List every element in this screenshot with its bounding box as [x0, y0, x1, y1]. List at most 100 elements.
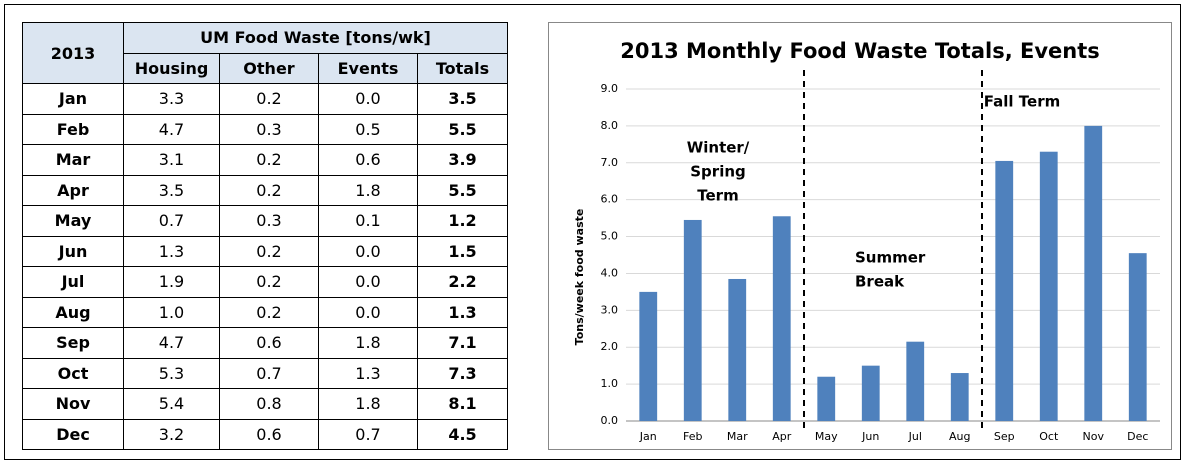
- y-tick-label: 2.0: [601, 340, 619, 353]
- table-row: Jun 1.3 0.2 0.0 1.5: [22, 235, 508, 267]
- x-tick-label: Jul: [908, 430, 922, 443]
- table-cell: 0.6: [318, 144, 418, 176]
- y-tick-label: 6.0: [601, 193, 619, 206]
- table-cell: 5.3: [123, 357, 220, 389]
- column-header: Events: [318, 52, 418, 84]
- table-cell: Dec: [22, 418, 124, 450]
- table-cell: Feb: [22, 113, 124, 145]
- table-cell: 0.3: [219, 205, 319, 237]
- data-table: 2013 UM Food Waste [tons/wk] Housing Other…: [22, 22, 508, 450]
- table-cell: 3.5: [417, 83, 508, 115]
- frame: [4, 4, 1181, 460]
- group-header: UM Food Waste [tons/wk]: [123, 22, 508, 54]
- table-cell: 0.2: [219, 83, 319, 115]
- x-tick-label: May: [815, 430, 838, 443]
- y-axis-label: Tons/week food waste: [573, 209, 586, 346]
- table-cell: 0.2: [219, 174, 319, 206]
- table-cell: 0.6: [219, 418, 319, 450]
- table-cell: 1.5: [417, 235, 508, 267]
- table-cell: 0.3: [219, 113, 319, 145]
- table-cell: 3.3: [123, 83, 220, 115]
- table-cell: Aug: [22, 296, 124, 328]
- table-row: Feb 4.7 0.3 0.5 5.5: [22, 113, 508, 145]
- bar: [728, 278, 747, 421]
- y-tick-label: 8.0: [601, 119, 619, 132]
- table-cell: 1.8: [318, 388, 418, 420]
- y-tick-label: 7.0: [601, 156, 619, 169]
- table-cell: 3.9: [417, 144, 508, 176]
- y-tick-label: 3.0: [601, 303, 619, 316]
- table-cell: 7.1: [417, 327, 508, 359]
- table-cell: 1.2: [417, 205, 508, 237]
- table-cell: Sep: [22, 327, 124, 359]
- annotation: Break: [855, 273, 905, 291]
- x-tick-label: Dec: [1127, 430, 1148, 443]
- table-cell: 0.7: [123, 205, 220, 237]
- table-cell: Apr: [22, 174, 124, 206]
- table-cell: Jul: [22, 266, 124, 298]
- y-tick-label: 5.0: [601, 230, 619, 243]
- table-row: Sep 4.7 0.6 1.8 7.1: [22, 327, 508, 359]
- y-tick-label: 1.0: [601, 377, 619, 390]
- table-cell: 1.3: [318, 357, 418, 389]
- annotation: Fall Term: [984, 93, 1060, 111]
- table-cell: 0.2: [219, 296, 319, 328]
- bar: [861, 365, 880, 421]
- x-tick-label: Aug: [949, 430, 970, 443]
- x-tick-label: Mar: [727, 430, 748, 443]
- column-header: Totals: [417, 52, 508, 84]
- table-cell: 0.7: [219, 357, 319, 389]
- table-cell: 1.0: [123, 296, 220, 328]
- annotation: Spring: [690, 163, 746, 181]
- bar: [772, 216, 791, 421]
- table-row: Apr 3.5 0.2 1.8 5.5: [22, 174, 508, 206]
- table-cell: 0.0: [318, 83, 418, 115]
- table-cell: 2.2: [417, 266, 508, 298]
- table-cell: 8.1: [417, 388, 508, 420]
- table-cell: 5.5: [417, 174, 508, 206]
- table-row: Jul 1.9 0.2 0.0 2.2: [22, 266, 508, 298]
- x-tick-label: Jan: [639, 430, 657, 443]
- table-row: Nov 5.4 0.8 1.8 8.1: [22, 388, 508, 420]
- y-tick-label: 4.0: [601, 266, 619, 279]
- annotation: Summer: [855, 249, 926, 267]
- table-row: Dec 3.2 0.6 0.7 4.5: [22, 418, 508, 450]
- table-cell: 1.8: [318, 327, 418, 359]
- bar: [1039, 151, 1058, 421]
- bar: [1084, 125, 1103, 421]
- x-tick-label: Jun: [861, 430, 879, 443]
- x-tick-label: Sep: [994, 430, 1015, 443]
- x-tick-label: Oct: [1039, 430, 1059, 443]
- table-row: Jan 3.3 0.2 0.0 3.5: [22, 83, 508, 115]
- table-cell: 1.3: [417, 296, 508, 328]
- table-cell: 7.3: [417, 357, 508, 389]
- bar: [1128, 253, 1147, 421]
- table-row: Oct 5.3 0.7 1.3 7.3: [22, 357, 508, 389]
- table-row: Aug 1.0 0.2 0.0 1.3: [22, 296, 508, 328]
- table-cell: 0.0: [318, 235, 418, 267]
- table-cell: 5.5: [417, 113, 508, 145]
- annotation: Term: [697, 187, 738, 205]
- table-cell: 5.4: [123, 388, 220, 420]
- column-header: Other: [219, 52, 319, 84]
- table-cell: 0.2: [219, 144, 319, 176]
- table-cell: 0.6: [219, 327, 319, 359]
- column-header: Housing: [123, 52, 220, 84]
- table-cell: 1.8: [318, 174, 418, 206]
- bar: [683, 219, 702, 421]
- table-cell: 0.2: [219, 235, 319, 267]
- table-cell: 0.1: [318, 205, 418, 237]
- corner: 2013: [22, 22, 124, 84]
- table-cell: 4.7: [123, 327, 220, 359]
- x-tick-label: Feb: [683, 430, 702, 443]
- bar: [950, 373, 969, 421]
- chart-title: 2013 Monthly Food Waste Totals, Events: [620, 39, 1100, 63]
- y-tick-label: 0.0: [601, 414, 619, 427]
- chart: 2013 Monthly Food Waste Totals, Events T…: [548, 22, 1172, 450]
- table-cell: 4.5: [417, 418, 508, 450]
- table-cell: 3.2: [123, 418, 220, 450]
- table-cell: Mar: [22, 144, 124, 176]
- table-row: May 0.7 0.3 0.1 1.2: [22, 205, 508, 237]
- table-cell: 0.7: [318, 418, 418, 450]
- x-tick-label: Apr: [772, 430, 792, 443]
